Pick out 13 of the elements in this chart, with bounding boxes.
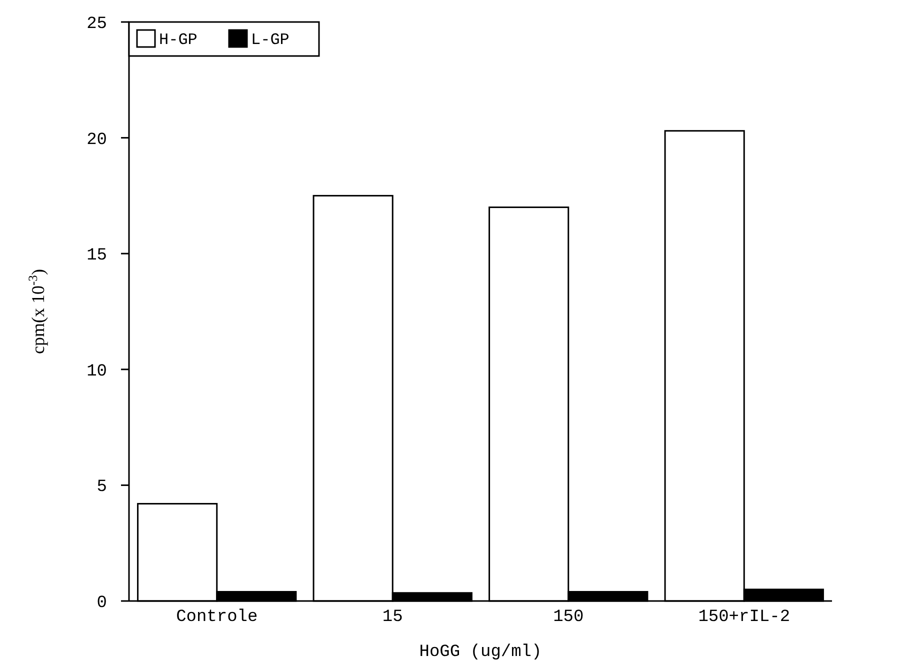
x-tick-label: 15: [382, 608, 403, 627]
legend-label: H-GP: [159, 31, 198, 49]
legend-label: L-GP: [251, 31, 290, 49]
y-tick-label: 20: [86, 130, 107, 150]
y-tick-label: 15: [86, 246, 107, 266]
y-tick-label: 0: [96, 594, 107, 613]
y-tick-label: 10: [86, 362, 107, 382]
y-tick-label: 5: [96, 478, 107, 498]
x-tick-label: 150+rIL-2: [698, 608, 790, 627]
x-tick-label: Controle: [176, 608, 258, 627]
x-axis-title: HoGG (ug/ml): [419, 643, 542, 662]
y-tick-label: 25: [86, 14, 107, 34]
x-tick-label: 150: [553, 608, 584, 627]
